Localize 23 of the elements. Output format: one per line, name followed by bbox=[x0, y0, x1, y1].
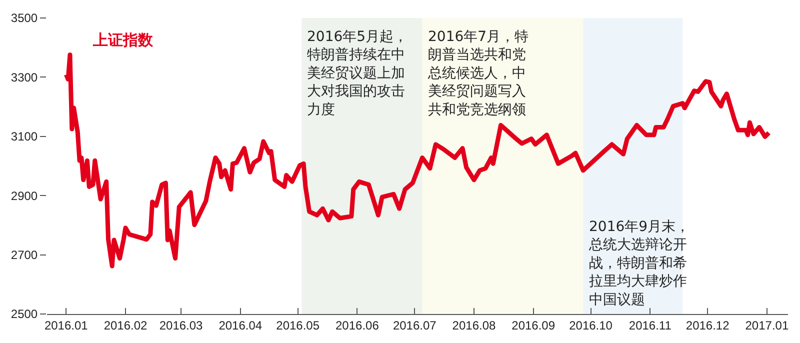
band-label: 2016年9月末，总统大选辩论开战，特朗普和希拉里均大肆炒作中国议题 bbox=[588, 219, 690, 308]
x-tick-label: 2016.12 bbox=[686, 318, 730, 332]
x-tick-label: 2016.03 bbox=[159, 318, 204, 332]
x-tick-label: 2016.05 bbox=[276, 318, 320, 332]
y-tick-label: 2900 bbox=[10, 188, 38, 203]
y-tick-label: 2500 bbox=[10, 307, 38, 322]
x-tick-label: 2016.01 bbox=[44, 318, 88, 332]
series-label: 上证指数 bbox=[92, 31, 154, 49]
band-label: 2016年7月，特朗普当选共和党总统候选人，中美经贸问题写入共和党竞选纲领 bbox=[427, 29, 529, 118]
x-tick-label: 2016.08 bbox=[452, 318, 496, 332]
x-tick-label: 2016.06 bbox=[335, 318, 380, 332]
x-tick-label: 2016.04 bbox=[218, 318, 262, 332]
x-tick-label: 2016.09 bbox=[512, 318, 556, 332]
x-tick-label: 2017.01 bbox=[745, 318, 789, 332]
y-tick-label: 3100 bbox=[10, 130, 38, 144]
band-label: 2016年5月起，特朗普持续在中美经贸议题上加大对我国的攻击力度 bbox=[307, 29, 408, 118]
x-tick-label: 2016.10 bbox=[569, 318, 613, 332]
y-tick-label: 2700 bbox=[10, 248, 38, 262]
x-tick-label: 2016.11 bbox=[628, 318, 672, 332]
x-tick-label: 2016.07 bbox=[392, 318, 437, 332]
y-tick-label: 3500 bbox=[10, 11, 38, 26]
x-tick-label: 2016.02 bbox=[104, 318, 148, 332]
y-tick-label: 3300 bbox=[10, 70, 38, 84]
